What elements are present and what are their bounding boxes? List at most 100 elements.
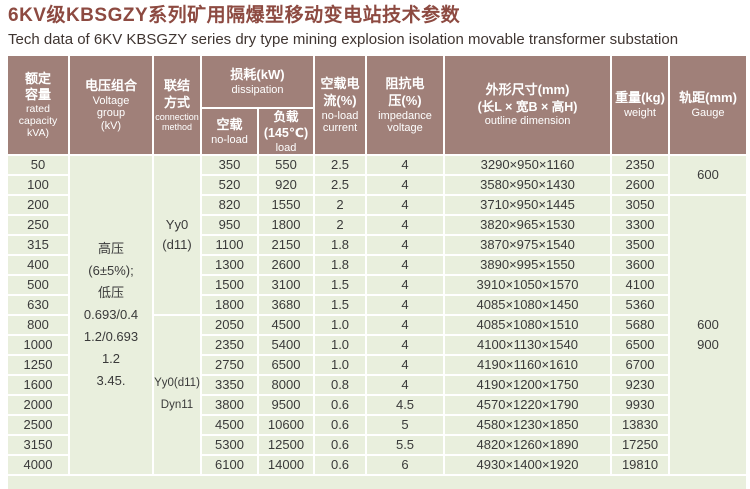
cell-impedance: 4 <box>365 313 446 336</box>
header-text: 电压组合 <box>84 78 137 94</box>
title-block: 6KV级KBSGZY系列矿用隔爆型移动变电站技术参数 Tech data of … <box>0 0 750 49</box>
cell-weight: 19810 <box>610 453 671 476</box>
cell-dimension: 4570×1220×1790 <box>443 393 613 416</box>
cell-capacity: 1250 <box>6 353 70 376</box>
cell-weight: 2350 <box>610 153 671 176</box>
table-row: 100 520 920 2.5 4 3580×950×1430 2600 <box>6 173 747 196</box>
cell-load-loss: 4500 <box>256 313 316 336</box>
cell-no-load-loss: 3350 <box>200 373 259 396</box>
cell-current: 2.5 <box>313 153 368 176</box>
cell-impedance: 4 <box>365 253 446 276</box>
cell-no-load-loss: 950 <box>200 213 259 236</box>
cell-dimension: 4190×1200×1750 <box>443 373 613 396</box>
cell-impedance: 5.5 <box>365 433 446 456</box>
cell-dimension: 3890×995×1550 <box>443 253 613 276</box>
connection-line: (d11) <box>162 236 192 252</box>
header-text: no-load <box>321 109 359 122</box>
header-text: rated <box>26 103 50 116</box>
cell-load-loss: 6500 <box>256 353 316 376</box>
cell-capacity: 4000 <box>6 453 70 476</box>
cell-dimension: 3820×965×1530 <box>443 213 613 236</box>
cell-impedance: 4 <box>365 173 446 196</box>
cell-current: 1.0 <box>313 313 368 336</box>
cell-impedance: 4 <box>365 293 446 316</box>
header-dissipation: 损耗(kW) dissipation <box>199 54 316 110</box>
table-row: 200 820 1550 2 4 3710×950×1445 3050 600 … <box>6 193 749 476</box>
cell-capacity: 50 <box>6 153 70 176</box>
cell-weight: 5360 <box>610 293 671 316</box>
cell-impedance: 5 <box>365 413 446 436</box>
cell-current: 1.0 <box>313 353 368 376</box>
cell-load-loss: 8000 <box>256 373 316 396</box>
cell-load-loss: 920 <box>256 173 316 196</box>
cell-capacity: 2500 <box>6 413 70 436</box>
header-text: method <box>161 121 193 132</box>
cell-load-loss: 12500 <box>256 433 316 456</box>
cell-load-loss: 2600 <box>256 253 316 276</box>
cell-no-load-loss: 4500 <box>200 413 259 436</box>
table-footer-strip <box>5 473 749 489</box>
table-row: 630 1800 3680 1.5 4 4085×1080×1450 5360 <box>6 293 747 316</box>
cell-no-load-loss: 1300 <box>200 253 259 276</box>
cell-current: 1.5 <box>313 273 368 296</box>
cell-dimension: 4100×1130×1540 <box>443 333 613 356</box>
cell-connection-bottom: Yy0(d11) Dyn11 <box>152 313 202 476</box>
cell-connection-top: Yy0 (d11) <box>152 153 202 316</box>
cell-weight: 3050 <box>610 193 671 216</box>
cell-current: 0.6 <box>313 393 368 416</box>
cell-dimension: 4930×1400×1920 <box>443 453 613 476</box>
cell-dimension: 3290×950×1160 <box>443 153 613 176</box>
cell-gauge-rest: 600 900 <box>668 193 749 476</box>
cell-load-loss: 1550 <box>256 193 316 216</box>
page-title: 6KV级KBSGZY系列矿用隔爆型移动变电站技术参数 <box>8 5 461 26</box>
cell-current: 1.5 <box>313 293 368 316</box>
cell-load-loss: 3100 <box>256 273 316 296</box>
cell-current: 0.6 <box>313 433 368 456</box>
cell-no-load-loss: 5300 <box>200 433 259 456</box>
cell-capacity: 500 <box>6 273 70 296</box>
cell-gauge-top: 600 <box>668 153 749 196</box>
header-text: Voltage <box>92 95 130 108</box>
header-text: 负载(145℃) <box>263 110 309 141</box>
cell-impedance: 4 <box>365 193 446 216</box>
table-row: 3150 5300 12500 0.6 5.5 4820×1260×1890 1… <box>6 433 747 456</box>
cell-weight: 6700 <box>610 353 671 376</box>
header-gauge: 轨距(mm) Gauge <box>668 54 749 156</box>
cell-weight: 3600 <box>610 253 671 276</box>
cell-current: 1.8 <box>313 253 368 276</box>
cell-load-loss: 550 <box>256 153 316 176</box>
cell-weight: 2600 <box>610 173 671 196</box>
cell-load-loss: 14000 <box>256 453 316 476</box>
voltage-line: 高压 <box>97 240 124 256</box>
cell-capacity: 2000 <box>6 393 70 416</box>
connection-line: Yy0(d11) <box>154 377 200 390</box>
cell-capacity: 3150 <box>6 433 70 456</box>
header-text: dissipation <box>231 83 284 96</box>
cell-capacity: 1600 <box>6 373 70 396</box>
footer-strip-cell <box>5 473 749 489</box>
header-text: connection <box>155 111 199 122</box>
header-text: 额定 <box>24 70 51 86</box>
page-subtitle: Tech data of 6KV KBSGZY series dry type … <box>8 30 679 48</box>
header-text: impedance <box>378 109 432 122</box>
cell-weight: 4100 <box>610 273 671 296</box>
table-row: 315 1100 2150 1.8 4 3870×975×1540 3500 <box>6 233 747 256</box>
cell-impedance: 4 <box>365 353 446 376</box>
cell-no-load-loss: 520 <box>200 173 259 196</box>
header-text: 空载电 <box>320 75 360 91</box>
header-connection-method: 联结 方式 connection method <box>152 54 202 156</box>
cell-load-loss: 9500 <box>256 393 316 416</box>
cell-capacity: 400 <box>6 253 70 276</box>
cell-current: 0.8 <box>313 373 368 396</box>
table-row: 1600 3350 8000 0.8 4 4190×1200×1750 9230 <box>6 373 747 396</box>
cell-load-loss: 5400 <box>256 333 316 356</box>
cell-impedance: 4 <box>365 153 446 176</box>
cell-impedance: 4.5 <box>365 393 446 416</box>
header-text: 方式 <box>163 94 190 110</box>
header-text: 损耗(kW) <box>230 67 285 83</box>
cell-dimension: 4085×1080×1450 <box>443 293 613 316</box>
cell-current: 2 <box>313 193 368 216</box>
cell-load-loss: 10600 <box>256 413 316 436</box>
cell-weight: 13830 <box>610 413 671 436</box>
header-text: 空载 <box>216 116 243 132</box>
